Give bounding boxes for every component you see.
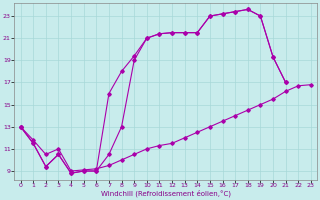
X-axis label: Windchill (Refroidissement éolien,°C): Windchill (Refroidissement éolien,°C)	[101, 190, 231, 197]
